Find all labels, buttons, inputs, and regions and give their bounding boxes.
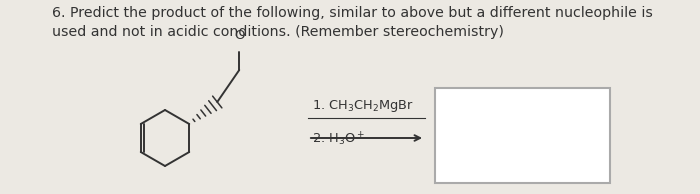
Text: 1. CH$_3$CH$_2$MgBr: 1. CH$_3$CH$_2$MgBr <box>312 98 414 114</box>
Text: 6. Predict the product of the following, similar to above but a different nucleo: 6. Predict the product of the following,… <box>52 6 653 39</box>
Bar <box>435 88 610 183</box>
Text: O: O <box>234 29 244 42</box>
Text: 2. H$_3$O$^+$: 2. H$_3$O$^+$ <box>312 131 365 148</box>
